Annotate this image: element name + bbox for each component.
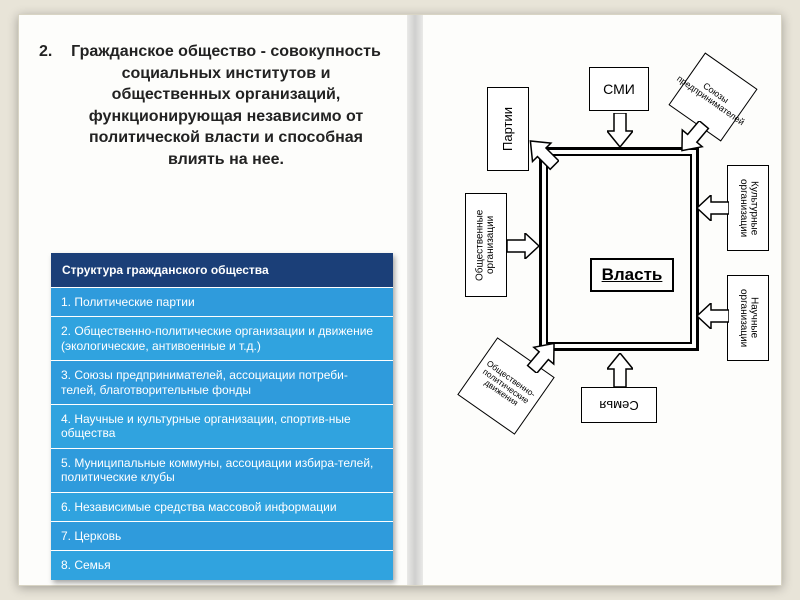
- structure-row: 1. Политические партии: [51, 287, 393, 316]
- arrow-family: [607, 353, 633, 387]
- arrow-cultural: [697, 195, 729, 221]
- arrow-movements: [525, 337, 561, 373]
- structure-row: 8. Семья: [51, 550, 393, 579]
- arrow-public-orgs: [507, 233, 539, 259]
- structure-row: 5. Муниципальные коммуны, ассоциации изб…: [51, 448, 393, 492]
- structure-row: 6. Независимые средства массовой информа…: [51, 492, 393, 521]
- center-frame-outer: Власть: [539, 147, 699, 351]
- node-unions-label: Союзы предпринимателей: [675, 66, 751, 127]
- structure-row: 4. Научные и культурные организации, спо…: [51, 404, 393, 448]
- heading-text: Гражданское общество - совокупность соци…: [71, 43, 381, 168]
- book-page: 2. Гражданское общество - совокупность с…: [18, 14, 782, 586]
- structure-row: 7. Церковь: [51, 521, 393, 550]
- book-spine: [407, 15, 423, 585]
- structure-table-header: Структура гражданского общества: [51, 253, 393, 287]
- center-node-power: Власть: [590, 258, 674, 292]
- heading-number: 2.: [39, 41, 52, 63]
- node-public-orgs: Общественные организации: [465, 193, 507, 297]
- node-science: Научные организации: [727, 275, 769, 361]
- definition-heading: 2. Гражданское общество - совокупность с…: [61, 41, 391, 171]
- structure-row: 2. Общественно-политические организации …: [51, 316, 393, 360]
- structure-table: Структура гражданского общества 1. Полит…: [51, 253, 393, 580]
- arrow-parties: [523, 135, 559, 171]
- structure-row: 3. Союзы предпринимателей, ассоциации по…: [51, 360, 393, 404]
- node-cultural: Культурные организации: [727, 165, 769, 251]
- node-family: Семья: [581, 387, 657, 423]
- arrow-smi: [607, 113, 633, 147]
- civil-society-diagram: Власть СМИ Союзы предпринимателей Культу…: [431, 39, 783, 459]
- center-frame-mid: Власть: [546, 154, 692, 344]
- arrow-science: [697, 303, 729, 329]
- node-smi: СМИ: [589, 67, 649, 111]
- arrow-unions: [675, 121, 711, 157]
